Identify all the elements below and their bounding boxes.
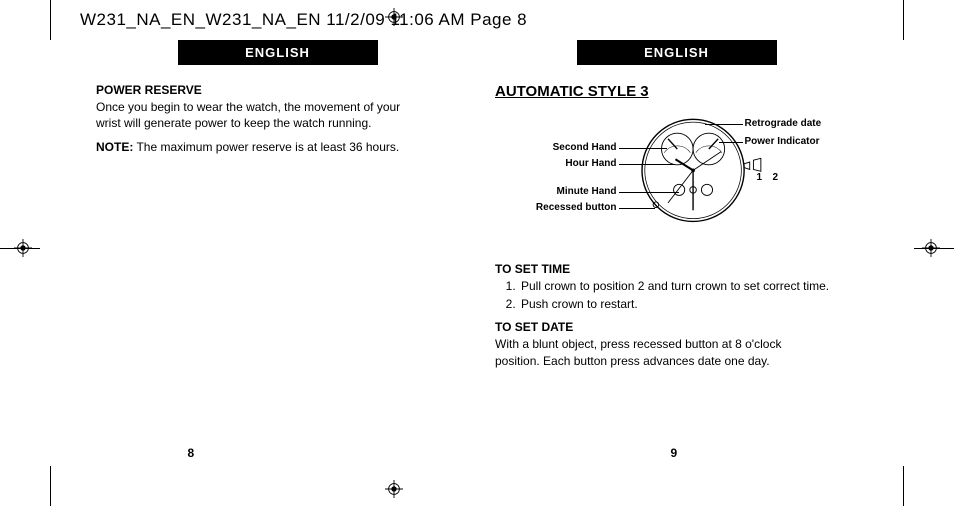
registration-mark-icon — [922, 239, 940, 257]
page-number: 8 — [188, 446, 195, 460]
label-second-hand: Second Hand — [553, 142, 617, 153]
page-left: ENGLISH POWER RESERVE Once you begin to … — [78, 40, 477, 460]
body-power-reserve: Once you begin to wear the watch, the mo… — [96, 99, 406, 131]
registration-mark-icon — [14, 239, 32, 257]
note-label: NOTE: — [96, 140, 133, 154]
heading-set-time: TO SET TIME — [495, 262, 858, 276]
page-header: W231_NA_EN_W231_NA_EN 11/2/09 11:06 AM P… — [80, 10, 527, 30]
body-set-date: With a blunt object, press recessed butt… — [495, 336, 815, 368]
language-tab: ENGLISH — [178, 40, 378, 65]
watch-diagram: Second Hand Hour Hand Minute Hand Recess… — [527, 106, 827, 252]
heading-power-reserve: POWER RESERVE — [96, 83, 459, 97]
crop-mark — [903, 0, 904, 40]
watch-face-icon — [627, 110, 787, 240]
crop-mark — [50, 466, 51, 506]
crop-mark — [903, 466, 904, 506]
heading-automatic-style: AUTOMATIC STYLE 3 — [495, 83, 858, 100]
label-recessed-button: Recessed button — [536, 202, 617, 213]
note-line: NOTE: The maximum power reserve is at le… — [96, 139, 406, 155]
list-item: Pull crown to position 2 and turn crown … — [519, 278, 858, 294]
label-minute-hand: Minute Hand — [557, 186, 617, 197]
page-right: ENGLISH AUTOMATIC STYLE 3 Second Hand Ho… — [477, 40, 876, 460]
crop-mark — [50, 0, 51, 40]
list-item: Push crown to restart. — [519, 296, 858, 312]
heading-set-date: TO SET DATE — [495, 320, 858, 334]
set-time-steps: Pull crown to position 2 and turn crown … — [495, 278, 858, 312]
language-tab: ENGLISH — [577, 40, 777, 65]
label-hour-hand: Hour Hand — [565, 158, 616, 169]
note-body: The maximum power reserve is at least 36… — [133, 140, 399, 154]
page-number: 9 — [671, 446, 678, 460]
registration-mark-icon — [385, 480, 403, 498]
page-spread: ENGLISH POWER RESERVE Once you begin to … — [78, 40, 876, 460]
